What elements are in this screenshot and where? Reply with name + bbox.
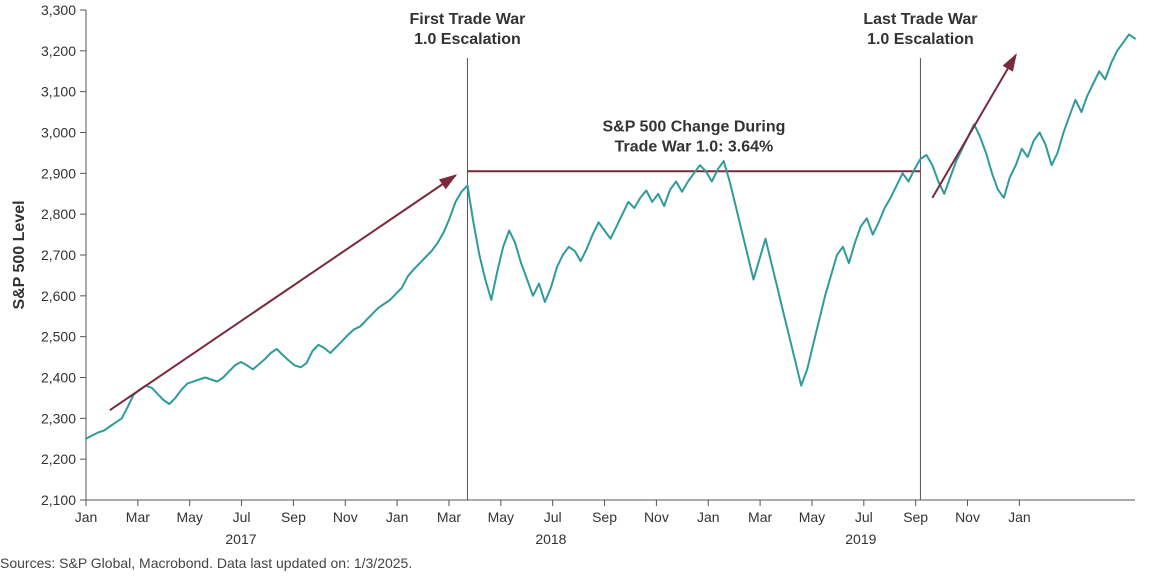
svg-text:Mar: Mar xyxy=(748,509,772,525)
svg-text:Jan: Jan xyxy=(1008,509,1031,525)
svg-text:2019: 2019 xyxy=(845,531,876,547)
svg-text:Mar: Mar xyxy=(126,509,150,525)
svg-text:3,300: 3,300 xyxy=(41,2,76,18)
svg-text:Jul: Jul xyxy=(855,509,873,525)
svg-text:May: May xyxy=(799,509,825,525)
svg-text:Nov: Nov xyxy=(333,509,358,525)
svg-text:2,500: 2,500 xyxy=(41,329,76,345)
svg-text:S&P 500 Change During: S&P 500 Change During xyxy=(603,118,786,135)
svg-text:2,900: 2,900 xyxy=(41,165,76,181)
svg-text:Sep: Sep xyxy=(903,509,928,525)
svg-text:2,600: 2,600 xyxy=(41,288,76,304)
svg-text:2,400: 2,400 xyxy=(41,370,76,386)
svg-text:First Trade War: First Trade War xyxy=(410,11,526,28)
svg-text:2,200: 2,200 xyxy=(41,451,76,467)
source-citation: Sources: S&P Global, Macrobond. Data las… xyxy=(0,555,412,571)
svg-text:2017: 2017 xyxy=(225,531,256,547)
svg-text:3,000: 3,000 xyxy=(41,125,76,141)
svg-text:Jan: Jan xyxy=(386,509,409,525)
svg-text:2,700: 2,700 xyxy=(41,247,76,263)
svg-text:Jan: Jan xyxy=(75,509,98,525)
svg-text:2,800: 2,800 xyxy=(41,206,76,222)
svg-text:Nov: Nov xyxy=(955,509,980,525)
svg-text:2018: 2018 xyxy=(535,531,566,547)
svg-text:1.0 Escalation: 1.0 Escalation xyxy=(867,31,974,48)
svg-text:Jan: Jan xyxy=(697,509,720,525)
svg-text:Trade War 1.0: 3.64%: Trade War 1.0: 3.64% xyxy=(615,138,774,155)
svg-text:May: May xyxy=(488,509,514,525)
svg-text:Sep: Sep xyxy=(281,509,306,525)
svg-text:2,300: 2,300 xyxy=(41,410,76,426)
sp500-chart: 2,100 2,200 2,300 2,400 2,500 2,600 2,700 2,800… xyxy=(0,0,1152,577)
svg-text:S&P 500 Level: S&P 500 Level xyxy=(11,200,28,309)
svg-text:Jul: Jul xyxy=(233,509,251,525)
svg-text:Nov: Nov xyxy=(644,509,669,525)
svg-text:May: May xyxy=(176,509,202,525)
chart-container: { "chart": { "type": "line", "width": 11… xyxy=(0,0,1152,577)
svg-text:Mar: Mar xyxy=(437,509,461,525)
svg-text:Jul: Jul xyxy=(544,509,562,525)
svg-text:1.0 Escalation: 1.0 Escalation xyxy=(414,31,521,48)
svg-text:3,100: 3,100 xyxy=(41,84,76,100)
svg-text:Last Trade War: Last Trade War xyxy=(863,11,977,28)
svg-text:2,100: 2,100 xyxy=(41,492,76,508)
svg-text:3,200: 3,200 xyxy=(41,43,76,59)
svg-text:Sep: Sep xyxy=(592,509,617,525)
